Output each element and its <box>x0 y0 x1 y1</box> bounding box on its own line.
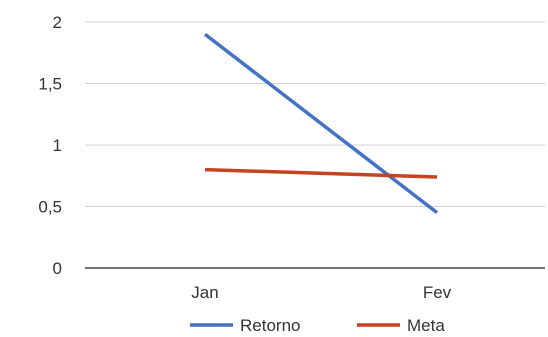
y-tick-label: 0 <box>53 259 62 278</box>
series-line-meta <box>204 167 438 179</box>
gridlines <box>85 21 545 269</box>
x-axis-tick-labels: Jan Fev <box>191 283 451 302</box>
x-tick-label: Fev <box>423 283 452 302</box>
y-tick-label: 0,5 <box>38 198 62 217</box>
y-tick-label: 1,5 <box>38 75 62 94</box>
y-tick-label: 2 <box>53 13 62 32</box>
legend: Retorno Meta <box>190 316 445 335</box>
x-tick-label: Jan <box>191 283 218 302</box>
series-line-retorno <box>203 32 439 215</box>
series-lines <box>203 32 439 215</box>
legend-label-meta: Meta <box>407 316 445 335</box>
y-axis-tick-labels: 0 0,5 1 1,5 2 <box>38 13 62 278</box>
y-tick-label: 1 <box>53 136 62 155</box>
legend-label-retorno: Retorno <box>240 316 300 335</box>
